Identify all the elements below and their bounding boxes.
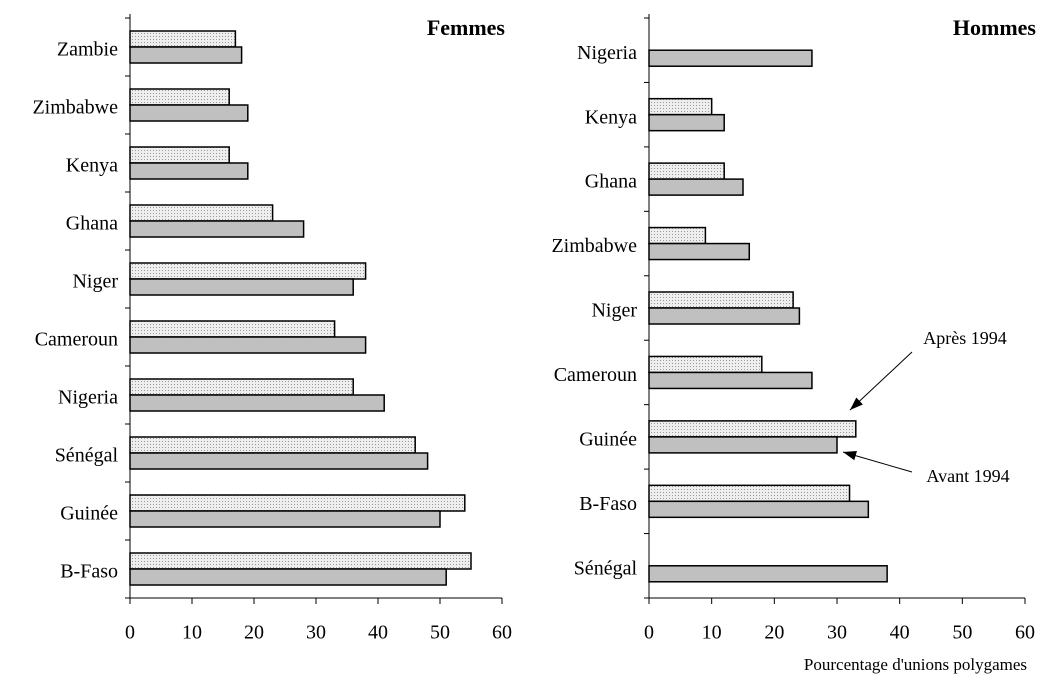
y-tick-label: Ghana (585, 171, 637, 193)
y-tick-label: Kenya (66, 155, 118, 177)
bar (129, 510, 441, 528)
bar (129, 30, 237, 48)
y-tick-label: Niger (72, 271, 118, 293)
y-tick-label: Cameroun (35, 329, 118, 351)
bar (648, 420, 857, 438)
bar (648, 49, 813, 67)
bar (129, 494, 466, 512)
y-tick-label: Guinée (579, 428, 637, 450)
x-tick-label: 40 (368, 622, 388, 644)
x-tick-label: 0 (644, 622, 654, 644)
bar (129, 220, 305, 238)
x-axis-title: Pourcentage d'unions polygames (804, 655, 1027, 674)
annotation: Après 1994 (923, 328, 1007, 348)
bar (129, 336, 367, 354)
y-tick-label: Ghana (66, 213, 118, 235)
bar (648, 371, 813, 390)
bar (129, 46, 243, 64)
bar (648, 484, 851, 503)
bar (648, 162, 725, 180)
bar (648, 500, 870, 519)
x-tick-label: 40 (890, 622, 910, 644)
bar (648, 291, 794, 309)
bar (648, 355, 763, 374)
bar (129, 278, 354, 296)
x-tick-label: 50 (430, 622, 450, 644)
bar (129, 568, 447, 586)
bar (129, 162, 249, 180)
y-tick-label: B-Faso (60, 561, 118, 583)
bar (129, 262, 367, 280)
bar (129, 378, 354, 396)
x-tick-label: 30 (827, 622, 847, 644)
bar (648, 97, 713, 116)
bar (648, 242, 751, 261)
bar (129, 394, 385, 412)
chart-title: Femmes (427, 15, 506, 40)
bar (129, 88, 230, 106)
annotation: Avant 1994 (926, 466, 1009, 486)
bar (648, 565, 888, 583)
x-tick-label: 50 (952, 622, 972, 644)
y-tick-label: Sénégal (55, 445, 119, 467)
bar (129, 104, 249, 122)
y-tick-label: Guinée (60, 503, 118, 525)
y-tick-label: Sénégal (574, 557, 638, 579)
bar (129, 552, 472, 570)
y-tick-label: Cameroun (554, 364, 637, 386)
bar (648, 436, 838, 454)
bar (648, 226, 707, 245)
x-tick-label: 20 (244, 622, 264, 644)
bar (129, 436, 416, 454)
y-tick-label: Zimbabwe (32, 97, 118, 119)
y-tick-label: Kenya (585, 106, 637, 128)
chart-title: Hommes (953, 15, 1037, 40)
y-tick-label: Nigeria (577, 42, 637, 64)
x-tick-label: 10 (182, 622, 202, 644)
y-tick-label: Nigeria (58, 387, 118, 409)
y-tick-label: Zimbabwe (551, 235, 637, 257)
bar (129, 452, 429, 470)
arrow-head (850, 397, 863, 410)
bar (129, 320, 336, 338)
bar (129, 146, 230, 164)
bar (648, 113, 725, 132)
x-tick-label: 30 (306, 622, 326, 644)
annotation-arrow (849, 351, 913, 411)
x-tick-label: 20 (764, 622, 784, 644)
x-tick-label: 60 (492, 622, 512, 644)
bar (129, 204, 274, 222)
y-tick-label: Zambie (57, 39, 118, 61)
x-tick-label: 60 (1015, 622, 1035, 644)
arrow-head (843, 451, 857, 461)
x-tick-label: 0 (125, 622, 135, 644)
y-tick-label: B-Faso (579, 493, 637, 515)
y-tick-label: Niger (591, 300, 637, 322)
bar (648, 178, 744, 196)
x-tick-label: 10 (702, 622, 722, 644)
bar (648, 307, 801, 325)
